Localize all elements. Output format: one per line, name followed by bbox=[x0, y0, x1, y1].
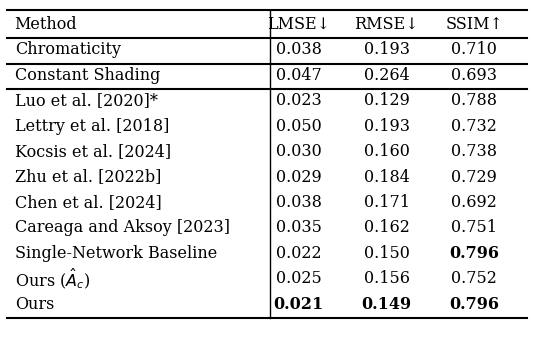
Text: 0.023: 0.023 bbox=[276, 92, 322, 109]
Text: Chromaticity: Chromaticity bbox=[14, 41, 121, 58]
Text: LMSE↓: LMSE↓ bbox=[268, 16, 331, 33]
Text: 0.050: 0.050 bbox=[276, 118, 322, 135]
Text: Chen et al. [2024]: Chen et al. [2024] bbox=[14, 194, 161, 211]
Text: 0.796: 0.796 bbox=[449, 245, 499, 262]
Text: 0.193: 0.193 bbox=[364, 41, 410, 58]
Text: 0.047: 0.047 bbox=[276, 67, 322, 83]
Text: 0.692: 0.692 bbox=[451, 194, 497, 211]
Text: 0.738: 0.738 bbox=[451, 143, 497, 160]
Text: Constant Shading: Constant Shading bbox=[14, 67, 160, 83]
Text: 0.035: 0.035 bbox=[276, 219, 322, 237]
Text: 0.796: 0.796 bbox=[449, 296, 499, 313]
Text: 0.022: 0.022 bbox=[276, 245, 321, 262]
Text: Method: Method bbox=[14, 16, 77, 33]
Text: 0.264: 0.264 bbox=[364, 67, 410, 83]
Text: Kocsis et al. [2024]: Kocsis et al. [2024] bbox=[14, 143, 171, 160]
Text: 0.193: 0.193 bbox=[364, 118, 410, 135]
Text: Ours: Ours bbox=[14, 296, 54, 313]
Text: 0.129: 0.129 bbox=[364, 92, 410, 109]
Text: 0.184: 0.184 bbox=[364, 169, 410, 186]
Text: 0.021: 0.021 bbox=[274, 296, 324, 313]
Text: 0.162: 0.162 bbox=[364, 219, 410, 237]
Text: 0.729: 0.729 bbox=[451, 169, 497, 186]
Text: Luo et al. [2020]*: Luo et al. [2020]* bbox=[14, 92, 158, 109]
Text: 0.171: 0.171 bbox=[364, 194, 410, 211]
Text: 0.752: 0.752 bbox=[451, 270, 497, 287]
Text: 0.030: 0.030 bbox=[276, 143, 322, 160]
Text: 0.150: 0.150 bbox=[364, 245, 410, 262]
Text: 0.025: 0.025 bbox=[276, 270, 322, 287]
Text: 0.751: 0.751 bbox=[451, 219, 497, 237]
Text: 0.788: 0.788 bbox=[451, 92, 497, 109]
Text: 0.710: 0.710 bbox=[451, 41, 497, 58]
Text: RMSE↓: RMSE↓ bbox=[354, 16, 419, 33]
Text: Single-Network Baseline: Single-Network Baseline bbox=[14, 245, 217, 262]
Text: 0.038: 0.038 bbox=[276, 41, 322, 58]
Text: 0.693: 0.693 bbox=[451, 67, 497, 83]
Text: Careaga and Aksoy [2023]: Careaga and Aksoy [2023] bbox=[14, 219, 230, 237]
Text: 0.029: 0.029 bbox=[276, 169, 322, 186]
Text: Lettry et al. [2018]: Lettry et al. [2018] bbox=[14, 118, 169, 135]
Text: Ours ($\hat{A}_c$): Ours ($\hat{A}_c$) bbox=[14, 267, 90, 291]
Text: Zhu et al. [2022b]: Zhu et al. [2022b] bbox=[14, 169, 161, 186]
Text: 0.038: 0.038 bbox=[276, 194, 322, 211]
Text: 0.732: 0.732 bbox=[451, 118, 497, 135]
Text: 0.156: 0.156 bbox=[364, 270, 410, 287]
Text: 0.160: 0.160 bbox=[364, 143, 410, 160]
Text: SSIM↑: SSIM↑ bbox=[445, 16, 503, 33]
Text: 0.149: 0.149 bbox=[362, 296, 412, 313]
